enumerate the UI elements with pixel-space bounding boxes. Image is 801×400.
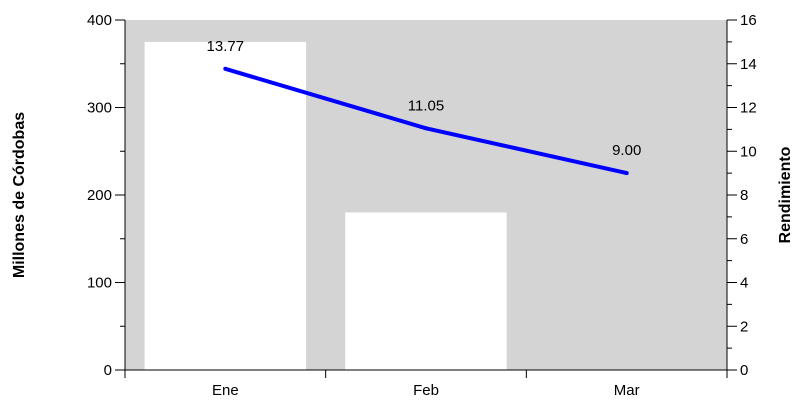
bar-feb (345, 212, 507, 370)
y-right-tick-label: 6 (740, 231, 748, 248)
data-label-mar: 9.00 (612, 142, 641, 159)
axes: 0 100 200 300 400 0 2 4 6 8 10 12 14 16 Ene Feb Mar (87, 12, 757, 399)
y-right-tick-label: 16 (740, 12, 757, 29)
y-right-tick-label: 4 (740, 275, 748, 292)
line-point-feb (424, 126, 428, 131)
y-right-tick-label: 14 (740, 56, 757, 73)
y-left-tick-label: 0 (104, 362, 112, 379)
line-series: 13.77 11.05 9.00 (207, 38, 641, 176)
y-right-tick-label: 0 (740, 362, 748, 379)
y-right-tick-label: 2 (740, 318, 748, 335)
y-left-tick-label: 200 (87, 187, 112, 204)
y-left-tick-label: 400 (87, 12, 112, 29)
line-point-ene (223, 66, 228, 71)
x-tick-label-feb: Feb (413, 382, 439, 399)
y-left-tick-label: 100 (87, 275, 112, 292)
x-tick-label-ene: Ene (212, 382, 239, 399)
y-right-tick-label: 8 (740, 187, 748, 204)
data-label-ene: 13.77 (207, 38, 245, 55)
bar-ene (144, 41, 307, 371)
y-right-tick-label: 10 (740, 143, 757, 160)
y-axis-right-title: Rendimiento (777, 146, 794, 243)
y-left-tick-label: 300 (87, 100, 112, 117)
bar-series (144, 41, 507, 371)
y-right-tick-label: 12 (740, 100, 757, 117)
data-label-feb: 11.05 (408, 97, 444, 114)
x-tick-label-mar: Mar (614, 382, 640, 399)
line-point-mar (624, 171, 629, 176)
y-axis-left-title: Millones de Córdobas (11, 112, 28, 278)
